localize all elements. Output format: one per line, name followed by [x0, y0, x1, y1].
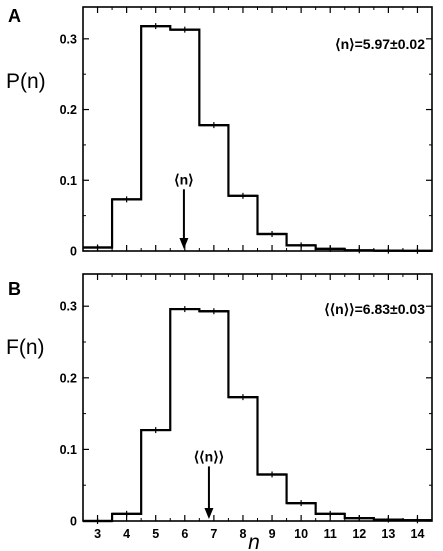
mean-arrow-label: ⟨⟨n⟩⟩: [194, 448, 224, 464]
mean-annotation: ⟨n⟩=5.97±0.02: [335, 36, 425, 52]
x-tick-label: 10: [294, 527, 308, 541]
x-axis-label: n: [248, 531, 260, 551]
y-tick-label: 0.3: [60, 32, 77, 46]
x-tick-label: 7: [210, 527, 217, 541]
y-axis-label: P(n): [6, 70, 46, 93]
mean-arrow-head: [179, 238, 189, 249]
x-tick-label: 9: [269, 527, 276, 541]
x-tick-label: 5: [152, 527, 159, 541]
mean-arrow-head: [204, 508, 214, 519]
y-tick-label: 0.1: [60, 174, 77, 188]
x-tick-label: 6: [181, 527, 188, 541]
y-tick-label: 0.3: [60, 300, 77, 314]
y-tick-label: 0: [70, 515, 77, 529]
x-tick-label: 12: [352, 527, 366, 541]
x-tick-label: 4: [123, 527, 130, 541]
panel-a: 0 0.1 0.2 0.3 ⟨n⟩ ⟨n⟩=5.97±0.02 A P(n): [6, 6, 433, 259]
y-tick-label: 0.2: [60, 371, 77, 385]
panel-letter: B: [8, 279, 21, 299]
mean-arrow-label: ⟨n⟩: [174, 171, 193, 187]
histogram-outline: [83, 307, 432, 523]
y-axis-label: F(n): [6, 336, 45, 359]
panel-b: 0 0.1 0.2 0.3 3 4 5 6 7 8 9 10 11 12 13 14 ⟨⟨n⟩⟩ ⟨⟨n⟩⟩=6.…: [6, 273, 433, 551]
panel-letter: A: [8, 6, 21, 26]
x-tick-label: 14: [411, 527, 425, 541]
x-tick-label: 13: [381, 527, 395, 541]
x-tick-label: 11: [324, 527, 337, 541]
y-tick-label: 0: [70, 245, 77, 259]
mean-annotation: ⟨⟨n⟩⟩=6.83±0.03: [324, 301, 425, 317]
y-tick-label: 0.2: [60, 103, 77, 117]
histogram-outline: [83, 24, 432, 252]
y-tick-label: 0.1: [60, 443, 77, 457]
x-tick-label: 8: [239, 527, 246, 541]
x-tick-label: 3: [94, 527, 101, 541]
